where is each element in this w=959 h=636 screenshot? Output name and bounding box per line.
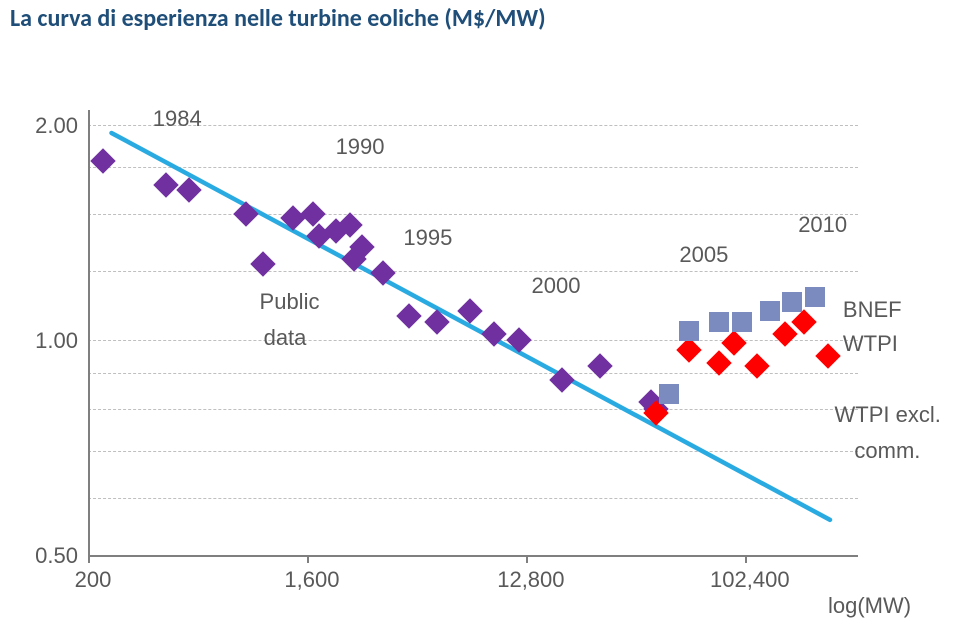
annotation-label: 2000 bbox=[531, 273, 580, 299]
annotation-label: data bbox=[264, 325, 307, 351]
trendline-layer bbox=[88, 110, 858, 555]
annotation-label: BNEF bbox=[843, 297, 902, 323]
data-point bbox=[732, 312, 752, 332]
annotation-label: WTPI excl. bbox=[835, 402, 941, 428]
annotation-label: comm. bbox=[854, 438, 920, 464]
x-tick bbox=[745, 555, 747, 563]
data-point bbox=[679, 321, 699, 341]
y-tick-label: 0.50 bbox=[28, 543, 78, 569]
x-tick bbox=[526, 555, 528, 563]
x-tick-label: 200 bbox=[48, 567, 138, 593]
data-point bbox=[709, 312, 729, 332]
annotation-label: 2005 bbox=[679, 242, 728, 268]
annotation-label: 1984 bbox=[153, 106, 202, 132]
annotation-label: 1995 bbox=[403, 225, 452, 251]
data-point bbox=[659, 384, 679, 404]
plot-area: 0.501.002.002001,60012,800102,400log(MW)… bbox=[88, 110, 858, 555]
annotation-label: WTPI bbox=[843, 331, 898, 357]
x-axis-line bbox=[88, 555, 858, 557]
data-point bbox=[805, 287, 825, 307]
annotation-label: 2010 bbox=[798, 212, 847, 238]
x-tick-label: 102,400 bbox=[705, 567, 795, 593]
data-point bbox=[760, 301, 780, 321]
annotation-label: 1990 bbox=[336, 134, 385, 160]
y-tick-label: 1.00 bbox=[28, 328, 78, 354]
x-tick bbox=[88, 555, 90, 563]
data-point bbox=[782, 292, 802, 312]
annotation-label: Public bbox=[260, 289, 320, 315]
y-tick-label: 2.00 bbox=[28, 113, 78, 139]
chart-area: 0.50 1.00 2.00 200 1,600 12,800 102,400 log(MW)… bbox=[20, 80, 940, 620]
x-tick bbox=[307, 555, 309, 563]
chart-title: La curva di esperienza nelle turbine eol… bbox=[10, 4, 546, 33]
x-axis-label: log(MW) bbox=[828, 593, 911, 619]
x-tick-label: 1,600 bbox=[267, 567, 357, 593]
x-tick-label: 12,800 bbox=[486, 567, 576, 593]
